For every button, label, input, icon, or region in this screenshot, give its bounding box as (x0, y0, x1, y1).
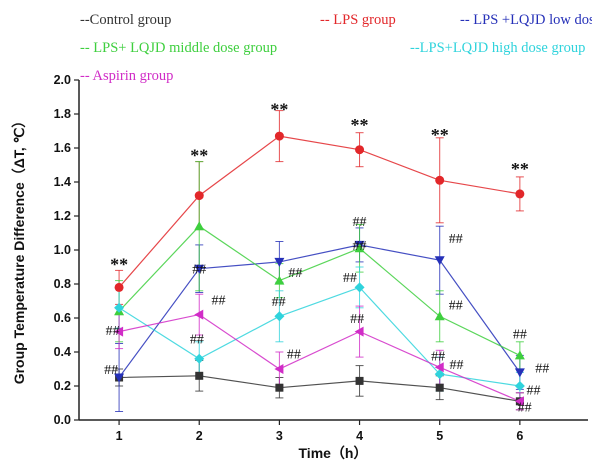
data-point (514, 350, 525, 360)
series-line (118, 135, 520, 288)
significance-hash: ## (190, 332, 204, 347)
data-point (194, 353, 205, 364)
data-point (275, 383, 284, 392)
data-point (355, 376, 364, 385)
data-point (274, 275, 285, 285)
significance-hash: ## (431, 349, 445, 364)
significance-star: ** (511, 159, 529, 179)
y-tick-label: 1.2 (54, 209, 71, 223)
data-point (194, 264, 205, 274)
y-tick-label: 0.0 (54, 413, 71, 427)
data-point (515, 189, 525, 199)
data-point (195, 371, 204, 380)
data-point (114, 302, 125, 313)
data-point (434, 311, 445, 321)
legend-entry: -- LPS group (320, 12, 396, 28)
x-tick-label: 1 (116, 429, 123, 443)
legend-entry: -- LPS+ LQJD middle dose group (80, 40, 277, 56)
significance-hash: ## (106, 324, 120, 339)
significance-hash: ## (192, 263, 206, 278)
series-markers (114, 131, 525, 407)
data-point (354, 326, 364, 337)
data-point (434, 362, 444, 373)
y-tick-label: 0.4 (54, 345, 71, 359)
significance-hash: ## (211, 293, 225, 308)
data-point (514, 368, 525, 378)
significance-star: ** (110, 254, 128, 274)
significance-star: ** (431, 125, 449, 145)
legend: --Control group -- LPS group -- LPS +LQJD … (80, 12, 592, 84)
significance-hash: ## (287, 348, 301, 363)
significance-hash: ## (288, 266, 302, 281)
data-point (434, 256, 445, 266)
series-lines (118, 135, 521, 402)
y-tick-label: 1.6 (54, 141, 71, 155)
data-point (194, 191, 204, 201)
y-axis-label: Group Temperature Difference（ΔT, ℃） (11, 114, 27, 385)
significance-hash: ## (526, 383, 540, 398)
data-point (435, 383, 444, 392)
significance-hash: ## (353, 215, 367, 230)
y-tick-label: 0.8 (54, 277, 71, 291)
x-tick-label: 6 (516, 429, 523, 443)
data-point (114, 326, 124, 337)
y-tick-label: 2.0 (54, 73, 71, 87)
data-point (435, 175, 445, 185)
y-tick-label: 0.6 (54, 311, 71, 325)
significance-hash: ## (343, 271, 357, 286)
data-point (274, 131, 284, 141)
legend-entry: --LPS+LQJD high dose group (410, 40, 585, 56)
series-line (118, 313, 521, 402)
legend-entry: --Control group (80, 12, 171, 28)
legend-entry: -- LPS +LQJD low dose group (460, 12, 592, 28)
significance-star: ** (351, 115, 369, 135)
data-point (114, 373, 125, 383)
data-point (355, 145, 365, 155)
series-line (118, 244, 521, 378)
data-point (114, 282, 124, 292)
x-tick-label: 5 (436, 429, 443, 443)
series-line (118, 225, 521, 356)
y-ticks: 0.0 0.2 0.4 0.6 0.8 1.0 1.2 1.4 1.6 1.8 2.0 (54, 73, 79, 427)
y-tick-label: 1.0 (54, 243, 71, 257)
significance-star: ** (190, 146, 208, 166)
data-point (194, 221, 205, 231)
data-point (354, 243, 365, 253)
significance-hash: ## (535, 361, 549, 376)
data-point (194, 309, 204, 320)
data-point (274, 257, 285, 267)
data-point (514, 381, 525, 391)
significance-hash: ## (353, 239, 367, 254)
legend-entry: -- Aspirin group (80, 68, 173, 84)
data-point (354, 282, 365, 293)
data-point (274, 364, 284, 374)
y-tick-label: 0.2 (54, 379, 71, 393)
significance-hash: ## (449, 298, 463, 313)
significance-hash: ## (518, 400, 532, 415)
significance-hash: ## (104, 363, 118, 378)
significance-hash: ## (513, 327, 527, 342)
significance-hash: ## (350, 312, 364, 327)
y-tick-label: 1.4 (54, 175, 71, 189)
significance-hash: ## (272, 295, 286, 310)
y-tick-label: 1.8 (54, 107, 71, 121)
x-ticks: 1 2 3 4 5 6 (116, 420, 523, 443)
series-line (119, 375, 520, 402)
series-line (118, 286, 520, 387)
significance-hash: ## (449, 232, 463, 247)
x-tick-label: 3 (276, 429, 283, 443)
significance-star: ** (270, 100, 288, 120)
x-axis-label: Time（h） (299, 445, 368, 461)
x-tick-label: 2 (196, 429, 203, 443)
x-tick-label: 4 (356, 429, 363, 443)
data-point (434, 369, 445, 380)
significance-hash: ## (450, 358, 464, 373)
data-point (514, 396, 524, 407)
data-point (274, 311, 285, 322)
annotations: ************############################… (104, 100, 549, 416)
